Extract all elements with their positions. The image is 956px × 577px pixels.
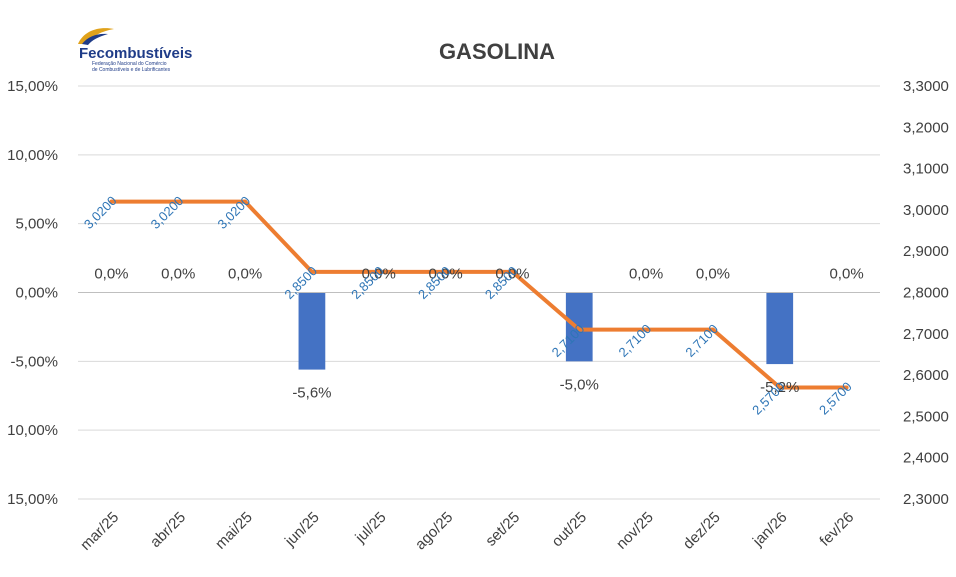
x-tick-label: nov/25 bbox=[613, 509, 657, 553]
price-line bbox=[111, 199, 847, 390]
line-value-label: 2,7100 bbox=[682, 321, 721, 360]
right-tick-label: 3,2000 bbox=[903, 119, 949, 136]
bar bbox=[565, 292, 593, 362]
chart-title: GASOLINA bbox=[439, 39, 555, 64]
x-tick-label: jul/25 bbox=[351, 509, 389, 547]
left-tick-label: -5,00% bbox=[10, 353, 58, 370]
bar-value-label: 0,0% bbox=[428, 266, 462, 283]
bar bbox=[298, 292, 326, 370]
logo-subtitle-line1: Federação Nacional do Comércio bbox=[92, 61, 167, 67]
left-tick-label: 10,00% bbox=[7, 422, 58, 439]
right-tick-label: 2,4000 bbox=[903, 450, 949, 467]
line-value-label: 2,7100 bbox=[616, 321, 655, 360]
flame-logo-accent-icon bbox=[82, 33, 108, 45]
x-tick-label: mai/25 bbox=[212, 509, 256, 553]
x-axis-ticks: mar/25 abr/25 mai/25 jun/25 jul/25 ago/25 set/… bbox=[77, 509, 857, 554]
line-point bbox=[176, 199, 181, 204]
line-series bbox=[109, 199, 849, 390]
bar-value-label: 0,0% bbox=[362, 266, 396, 283]
left-tick-label: 5,00% bbox=[15, 216, 58, 233]
left-tick-label: 15,00% bbox=[7, 491, 58, 508]
bar-value-label: -5,6% bbox=[292, 385, 331, 402]
line-point bbox=[710, 327, 715, 332]
bar-data-labels: 0,0% 0,0% 0,0% -5,6% 0,0% 0,0% 0,0% -5,0% 0,0% 0,… bbox=[94, 266, 863, 402]
line-value-label: 2,5700 bbox=[816, 379, 855, 418]
left-tick-label: 10,00% bbox=[7, 147, 58, 164]
left-tick-label: 0,00% bbox=[15, 285, 58, 302]
logo-name: Fecombustíveis bbox=[79, 45, 192, 62]
bar-value-label: 0,0% bbox=[94, 266, 128, 283]
right-tick-label: 3,1000 bbox=[903, 161, 949, 178]
line-value-label: 3,0200 bbox=[81, 193, 120, 232]
bar-value-label: 0,0% bbox=[161, 266, 195, 283]
bar-value-label: 0,0% bbox=[495, 266, 529, 283]
x-tick-label: out/25 bbox=[549, 509, 591, 551]
right-tick-label: 2,8000 bbox=[903, 285, 949, 302]
right-tick-label: 2,5000 bbox=[903, 408, 949, 425]
line-point bbox=[243, 199, 248, 204]
line-point bbox=[777, 385, 782, 390]
line-point bbox=[644, 327, 649, 332]
x-tick-label: abr/25 bbox=[147, 509, 189, 551]
bar-value-label: 0,0% bbox=[829, 266, 863, 283]
x-tick-label: set/25 bbox=[482, 509, 523, 550]
line-point bbox=[376, 269, 381, 274]
bar-value-label: -5,2% bbox=[760, 379, 799, 396]
bar-series bbox=[298, 292, 794, 370]
right-tick-label: 2,3000 bbox=[903, 491, 949, 508]
line-point bbox=[844, 385, 849, 390]
line-point bbox=[443, 269, 448, 274]
x-tick-label: mar/25 bbox=[77, 509, 122, 554]
logo-subtitle-line2: de Combustíveis e de Lubrificantes bbox=[92, 67, 171, 73]
right-tick-label: 2,9000 bbox=[903, 243, 949, 260]
line-value-label: 3,0200 bbox=[148, 193, 187, 232]
x-tick-label: jan/26 bbox=[749, 509, 791, 551]
line-point bbox=[309, 269, 314, 274]
x-tick-label: ago/25 bbox=[412, 509, 456, 553]
left-tick-label: 15,00% bbox=[7, 78, 58, 95]
line-point bbox=[577, 327, 582, 332]
right-tick-label: 2,6000 bbox=[903, 367, 949, 384]
left-axis-ticks: 15,00% 10,00% 5,00% 0,00% -5,00% 10,00% 15,00% bbox=[7, 78, 58, 508]
logo: Fecombustíveis Federação Nacional do Com… bbox=[78, 28, 192, 73]
bar-value-label: 0,0% bbox=[228, 266, 262, 283]
line-point bbox=[109, 199, 114, 204]
right-tick-label: 2,7000 bbox=[903, 326, 949, 343]
x-tick-label: dez/25 bbox=[680, 509, 724, 553]
line-value-label: 3,0200 bbox=[215, 193, 254, 232]
bar-value-label: -5,0% bbox=[560, 376, 599, 393]
bar bbox=[766, 292, 794, 365]
x-tick-label: fev/26 bbox=[816, 509, 857, 550]
right-axis-ticks: 3,3000 3,2000 3,1000 3,0000 2,9000 2,8000 2,70… bbox=[903, 78, 949, 508]
right-tick-label: 3,0000 bbox=[903, 202, 949, 219]
x-tick-label: jun/25 bbox=[281, 509, 323, 551]
line-point bbox=[510, 269, 515, 274]
right-tick-label: 3,3000 bbox=[903, 78, 949, 95]
bar-value-label: 0,0% bbox=[629, 266, 663, 283]
bar-value-label: 0,0% bbox=[696, 266, 730, 283]
